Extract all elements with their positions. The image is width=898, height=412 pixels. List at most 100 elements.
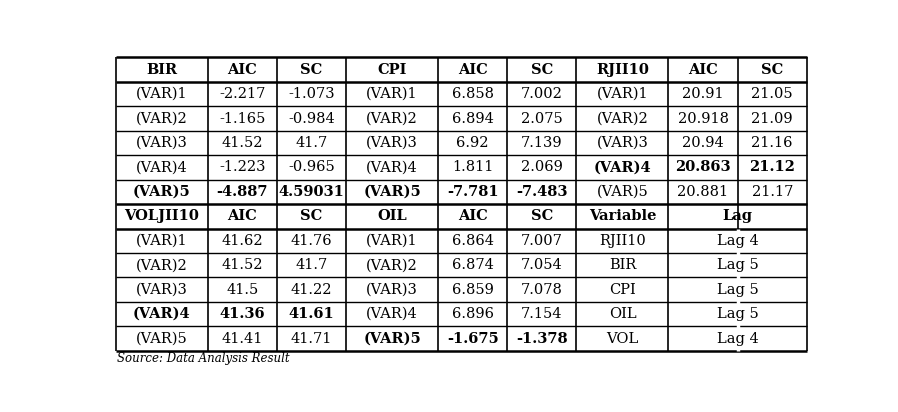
Text: (VAR)5: (VAR)5 [133,185,190,199]
Text: SC: SC [531,63,553,77]
Text: 20.94: 20.94 [682,136,724,150]
Text: (VAR)3: (VAR)3 [366,136,418,150]
Text: 21.05: 21.05 [752,87,793,101]
Text: VOL: VOL [606,332,638,346]
Text: 6.92: 6.92 [456,136,489,150]
Text: -7.483: -7.483 [516,185,568,199]
Text: (VAR)5: (VAR)5 [363,185,421,199]
Text: AIC: AIC [458,209,488,223]
Text: 6.874: 6.874 [452,258,494,272]
Text: 41.36: 41.36 [219,307,265,321]
Text: (VAR)1: (VAR)1 [366,87,418,101]
Text: (VAR)1: (VAR)1 [596,87,648,101]
Text: 41.62: 41.62 [222,234,263,248]
Text: 7.078: 7.078 [521,283,563,297]
Text: -1.223: -1.223 [219,160,266,174]
Text: (VAR)3: (VAR)3 [596,136,648,150]
Text: -4.887: -4.887 [216,185,269,199]
Text: 20.918: 20.918 [678,112,728,126]
Text: 2.075: 2.075 [521,112,563,126]
Text: (VAR)5: (VAR)5 [596,185,648,199]
Text: (VAR)4: (VAR)4 [133,307,190,321]
Text: 21.12: 21.12 [749,160,796,174]
Text: (VAR)2: (VAR)2 [596,112,648,126]
Text: 2.069: 2.069 [521,160,563,174]
Text: AIC: AIC [227,209,257,223]
Text: (VAR)1: (VAR)1 [366,234,418,248]
Text: (VAR)5: (VAR)5 [136,332,188,346]
Text: AIC: AIC [688,63,718,77]
Text: 41.5: 41.5 [226,283,259,297]
Text: (VAR)3: (VAR)3 [136,136,188,150]
Text: Lag 5: Lag 5 [717,283,759,297]
Text: 6.894: 6.894 [452,112,494,126]
Text: 20.863: 20.863 [675,160,731,174]
Text: Source: Data Analysis Result: Source: Data Analysis Result [117,352,290,365]
Text: -1.073: -1.073 [288,87,335,101]
Text: -7.781: -7.781 [447,185,498,199]
Text: -1.378: -1.378 [516,332,568,346]
Text: SC: SC [300,209,322,223]
Text: Lag 5: Lag 5 [717,307,759,321]
Text: 6.858: 6.858 [452,87,494,101]
Text: (VAR)3: (VAR)3 [366,283,418,297]
Text: -0.965: -0.965 [288,160,335,174]
Text: 4.59031: 4.59031 [278,185,345,199]
Text: (VAR)2: (VAR)2 [136,258,188,272]
Text: RJII10: RJII10 [596,63,649,77]
Text: 21.09: 21.09 [752,112,793,126]
Text: (VAR)4: (VAR)4 [366,307,418,321]
Text: AIC: AIC [458,63,488,77]
Text: 6.859: 6.859 [452,283,494,297]
Text: Lag: Lag [723,209,753,223]
Text: CPI: CPI [609,283,636,297]
Text: SC: SC [531,209,553,223]
Text: 7.007: 7.007 [521,234,563,248]
Text: OIL: OIL [377,209,407,223]
Text: Lag 4: Lag 4 [717,234,759,248]
Text: 21.16: 21.16 [752,136,793,150]
Text: (VAR)5: (VAR)5 [363,332,421,346]
Text: 6.864: 6.864 [452,234,494,248]
Text: (VAR)3: (VAR)3 [136,283,188,297]
Text: 1.811: 1.811 [452,160,493,174]
Text: 7.054: 7.054 [521,258,563,272]
Text: Lag 5: Lag 5 [717,258,759,272]
Text: BIR: BIR [609,258,636,272]
Text: CPI: CPI [377,63,407,77]
Text: 7.154: 7.154 [521,307,563,321]
Text: 20.91: 20.91 [682,87,724,101]
Text: AIC: AIC [227,63,257,77]
Text: VOLJII10: VOLJII10 [124,209,199,223]
Text: (VAR)1: (VAR)1 [136,234,188,248]
Text: 7.139: 7.139 [521,136,563,150]
Text: 21.17: 21.17 [752,185,793,199]
Text: (VAR)4: (VAR)4 [136,160,188,174]
Text: Variable: Variable [589,209,656,223]
Text: (VAR)2: (VAR)2 [136,112,188,126]
Text: OIL: OIL [609,307,637,321]
Text: 6.896: 6.896 [452,307,494,321]
Text: 41.76: 41.76 [291,234,332,248]
Text: 7.002: 7.002 [521,87,563,101]
Text: 41.52: 41.52 [222,258,263,272]
Text: Lag 4: Lag 4 [717,332,759,346]
Text: (VAR)2: (VAR)2 [366,258,418,272]
Text: RJII10: RJII10 [599,234,646,248]
Text: (VAR)4: (VAR)4 [366,160,418,174]
Text: 41.71: 41.71 [291,332,332,346]
Text: 41.61: 41.61 [288,307,334,321]
Text: 41.22: 41.22 [291,283,332,297]
Text: (VAR)4: (VAR)4 [594,160,651,174]
Text: SC: SC [300,63,322,77]
Text: 41.7: 41.7 [295,258,328,272]
Text: (VAR)2: (VAR)2 [366,112,418,126]
Text: 41.52: 41.52 [222,136,263,150]
Text: -2.217: -2.217 [219,87,266,101]
Text: 41.7: 41.7 [295,136,328,150]
Text: 20.881: 20.881 [677,185,728,199]
Text: 41.41: 41.41 [222,332,263,346]
Text: -0.984: -0.984 [288,112,335,126]
Text: (VAR)1: (VAR)1 [136,87,188,101]
Text: -1.675: -1.675 [447,332,498,346]
